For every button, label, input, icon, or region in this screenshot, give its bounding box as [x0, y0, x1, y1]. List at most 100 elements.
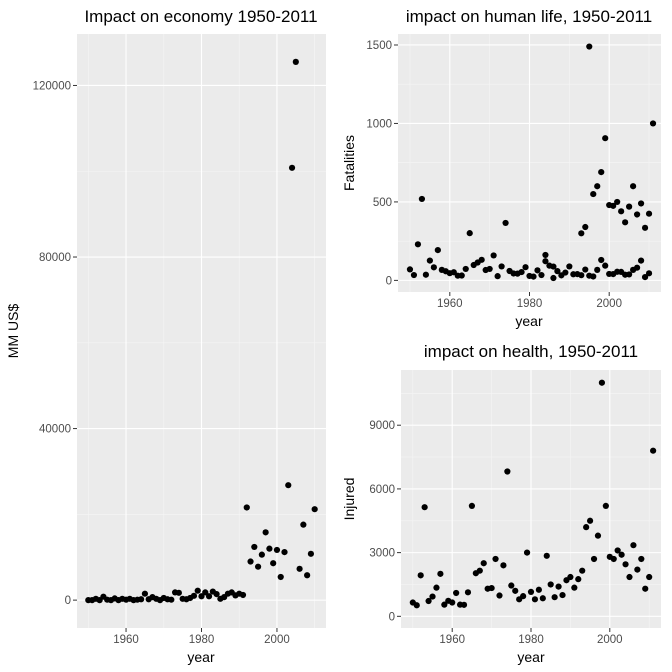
y-tick-label-economy: 120000 [33, 80, 71, 92]
data-point-human-life [562, 269, 569, 276]
data-point-human-life [538, 271, 545, 279]
data-point-health [650, 447, 657, 454]
y-tick-label-human-life: 500 [373, 197, 392, 209]
data-point-health [634, 566, 641, 573]
data-point-human-life [633, 211, 641, 218]
data-point-economy [251, 543, 258, 551]
data-point-human-life [530, 273, 537, 280]
data-point-health [531, 596, 539, 603]
data-point-health [618, 551, 625, 558]
data-point-health [583, 524, 590, 531]
data-point-health [496, 592, 503, 599]
data-point-health [500, 562, 507, 569]
data-point-human-life [626, 203, 633, 210]
y-tick-label-human-life: 1500 [366, 40, 392, 52]
data-point-health [539, 595, 546, 602]
y-tick-label-health: 0 [389, 611, 395, 623]
data-point-economy [194, 587, 201, 594]
data-point-health [598, 379, 606, 386]
x-tick-label-human-life: 2000 [596, 298, 622, 310]
data-point-health [622, 561, 629, 568]
data-point-health [464, 589, 472, 596]
data-point-economy [277, 573, 284, 581]
panel-title-human-life: impact on human life, 1950-2011 [406, 7, 652, 26]
x-axis-title-health: year [517, 649, 545, 665]
data-point-human-life [542, 258, 549, 265]
data-point-health [590, 555, 598, 563]
data-point-health [535, 586, 542, 593]
data-point-human-life [602, 135, 609, 142]
y-tick-label-economy: 80000 [39, 252, 71, 264]
data-point-human-life [410, 271, 418, 279]
y-axis-title-human-life: Fatalities [341, 135, 357, 191]
data-point-health [504, 468, 511, 475]
data-point-human-life [594, 266, 601, 273]
data-point-human-life [633, 264, 641, 271]
data-point-economy [273, 546, 281, 554]
data-point-health [437, 570, 444, 577]
data-point-economy [296, 565, 303, 572]
data-point-health [638, 555, 645, 563]
data-point-economy [307, 550, 315, 557]
data-point-health [476, 567, 483, 574]
data-point-human-life [578, 230, 585, 237]
data-point-human-life [590, 190, 597, 198]
data-point-health [460, 601, 468, 608]
x-tick-label-human-life: 1980 [517, 298, 543, 310]
data-point-human-life [637, 257, 645, 264]
x-tick-label-health: 1980 [518, 634, 544, 646]
data-point-human-life [478, 256, 485, 263]
data-point-economy [300, 521, 307, 528]
data-point-health [425, 597, 432, 605]
data-point-economy [266, 545, 273, 552]
data-point-human-life [586, 43, 593, 50]
data-point-health [559, 591, 566, 599]
data-point-health [421, 504, 428, 511]
data-point-economy [141, 590, 149, 597]
data-point-human-life [618, 208, 625, 215]
data-point-human-life [649, 120, 657, 127]
data-point-economy [247, 558, 254, 565]
y-tick-label-economy: 0 [65, 595, 71, 607]
y-tick-label-human-life: 0 [386, 275, 392, 287]
data-point-health [512, 587, 519, 594]
data-point-human-life [542, 251, 549, 259]
data-point-human-life [458, 272, 465, 279]
data-point-health [630, 542, 637, 549]
data-point-health [413, 602, 420, 609]
data-point-human-life [645, 210, 653, 217]
plot-area-human-life: 1960 1980 2000 0 500 1000 1500 [366, 34, 661, 310]
data-point-health [441, 601, 448, 608]
data-point-economy [138, 596, 145, 603]
y-tick-label-health: 3000 [369, 548, 395, 560]
data-point-health [567, 573, 574, 581]
data-point-human-life [594, 183, 601, 190]
data-point-human-life [434, 246, 441, 254]
x-tick-label-health: 1960 [439, 634, 465, 646]
panel-health: impact on health, 1950-2011 1960 1980 2000… [341, 342, 661, 665]
x-axis-title-economy: year [187, 649, 215, 665]
data-point-health [527, 588, 535, 596]
data-point-health [492, 555, 499, 563]
data-point-human-life [518, 268, 525, 276]
data-point-health [468, 502, 476, 510]
x-tick-label-economy: 2000 [264, 634, 290, 646]
plot-area-health: 1960 1980 2000 0 3000 6000 9000 [369, 370, 661, 646]
data-point-economy [262, 529, 269, 536]
data-point-human-life [622, 219, 629, 226]
data-point-human-life [414, 241, 422, 248]
data-point-human-life [641, 224, 649, 231]
data-point-economy [281, 548, 288, 556]
data-point-human-life [406, 266, 414, 273]
x-tick-label-human-life: 1960 [437, 298, 463, 310]
data-point-human-life [534, 267, 541, 274]
data-point-human-life [426, 257, 433, 264]
data-point-human-life [462, 265, 469, 273]
data-point-health [480, 560, 487, 567]
data-point-economy [270, 560, 277, 567]
data-point-health [547, 581, 554, 588]
data-point-health [602, 502, 609, 510]
data-point-economy [285, 482, 292, 489]
panel-title-economy: Impact on economy 1950-2011 [84, 7, 317, 26]
data-point-health [579, 567, 586, 574]
